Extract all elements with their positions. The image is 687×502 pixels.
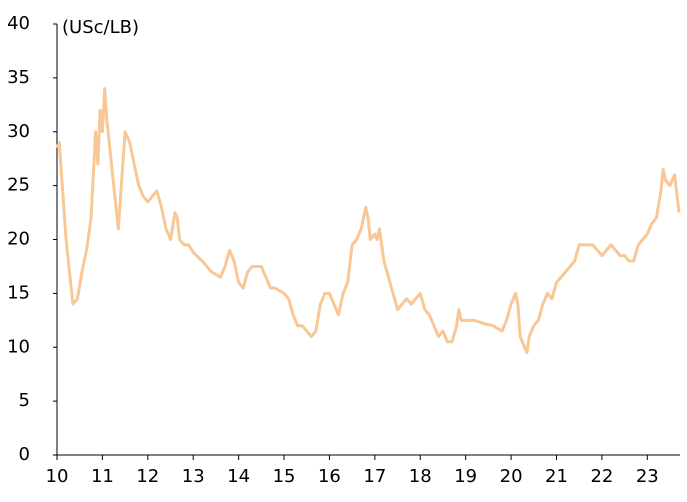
y-tick-label: 35 <box>7 67 30 88</box>
y-tick-label: 30 <box>7 121 30 142</box>
y-tick-label: 10 <box>7 336 30 357</box>
y-tick-label: 15 <box>7 282 30 303</box>
y-tick-label: 0 <box>19 444 30 465</box>
x-tick-label: 18 <box>409 466 432 487</box>
y-tick-label: 20 <box>7 229 30 250</box>
line <box>55 87 681 355</box>
x-tick-label: 14 <box>227 466 250 487</box>
y-tick-label: 40 <box>7 13 30 34</box>
x-tick-label: 19 <box>454 466 477 487</box>
x-tick-label: 12 <box>136 466 159 487</box>
y-axis-label: (USc/LB) <box>62 17 139 38</box>
x-tick-label: 23 <box>636 466 659 487</box>
y-tick-label: 25 <box>7 175 30 196</box>
x-tick-label: 11 <box>91 466 114 487</box>
x-tick-label: 13 <box>182 466 205 487</box>
x-tick-label: 20 <box>500 466 523 487</box>
x-tick-label: 10 <box>46 466 69 487</box>
y-tick-label: 5 <box>19 390 30 411</box>
x-tick-label: 15 <box>273 466 296 487</box>
x-tick-label: 16 <box>318 466 341 487</box>
x-tick-label: 22 <box>590 466 613 487</box>
x-tick-label: 21 <box>545 466 568 487</box>
x-tick-label: 17 <box>363 466 386 487</box>
